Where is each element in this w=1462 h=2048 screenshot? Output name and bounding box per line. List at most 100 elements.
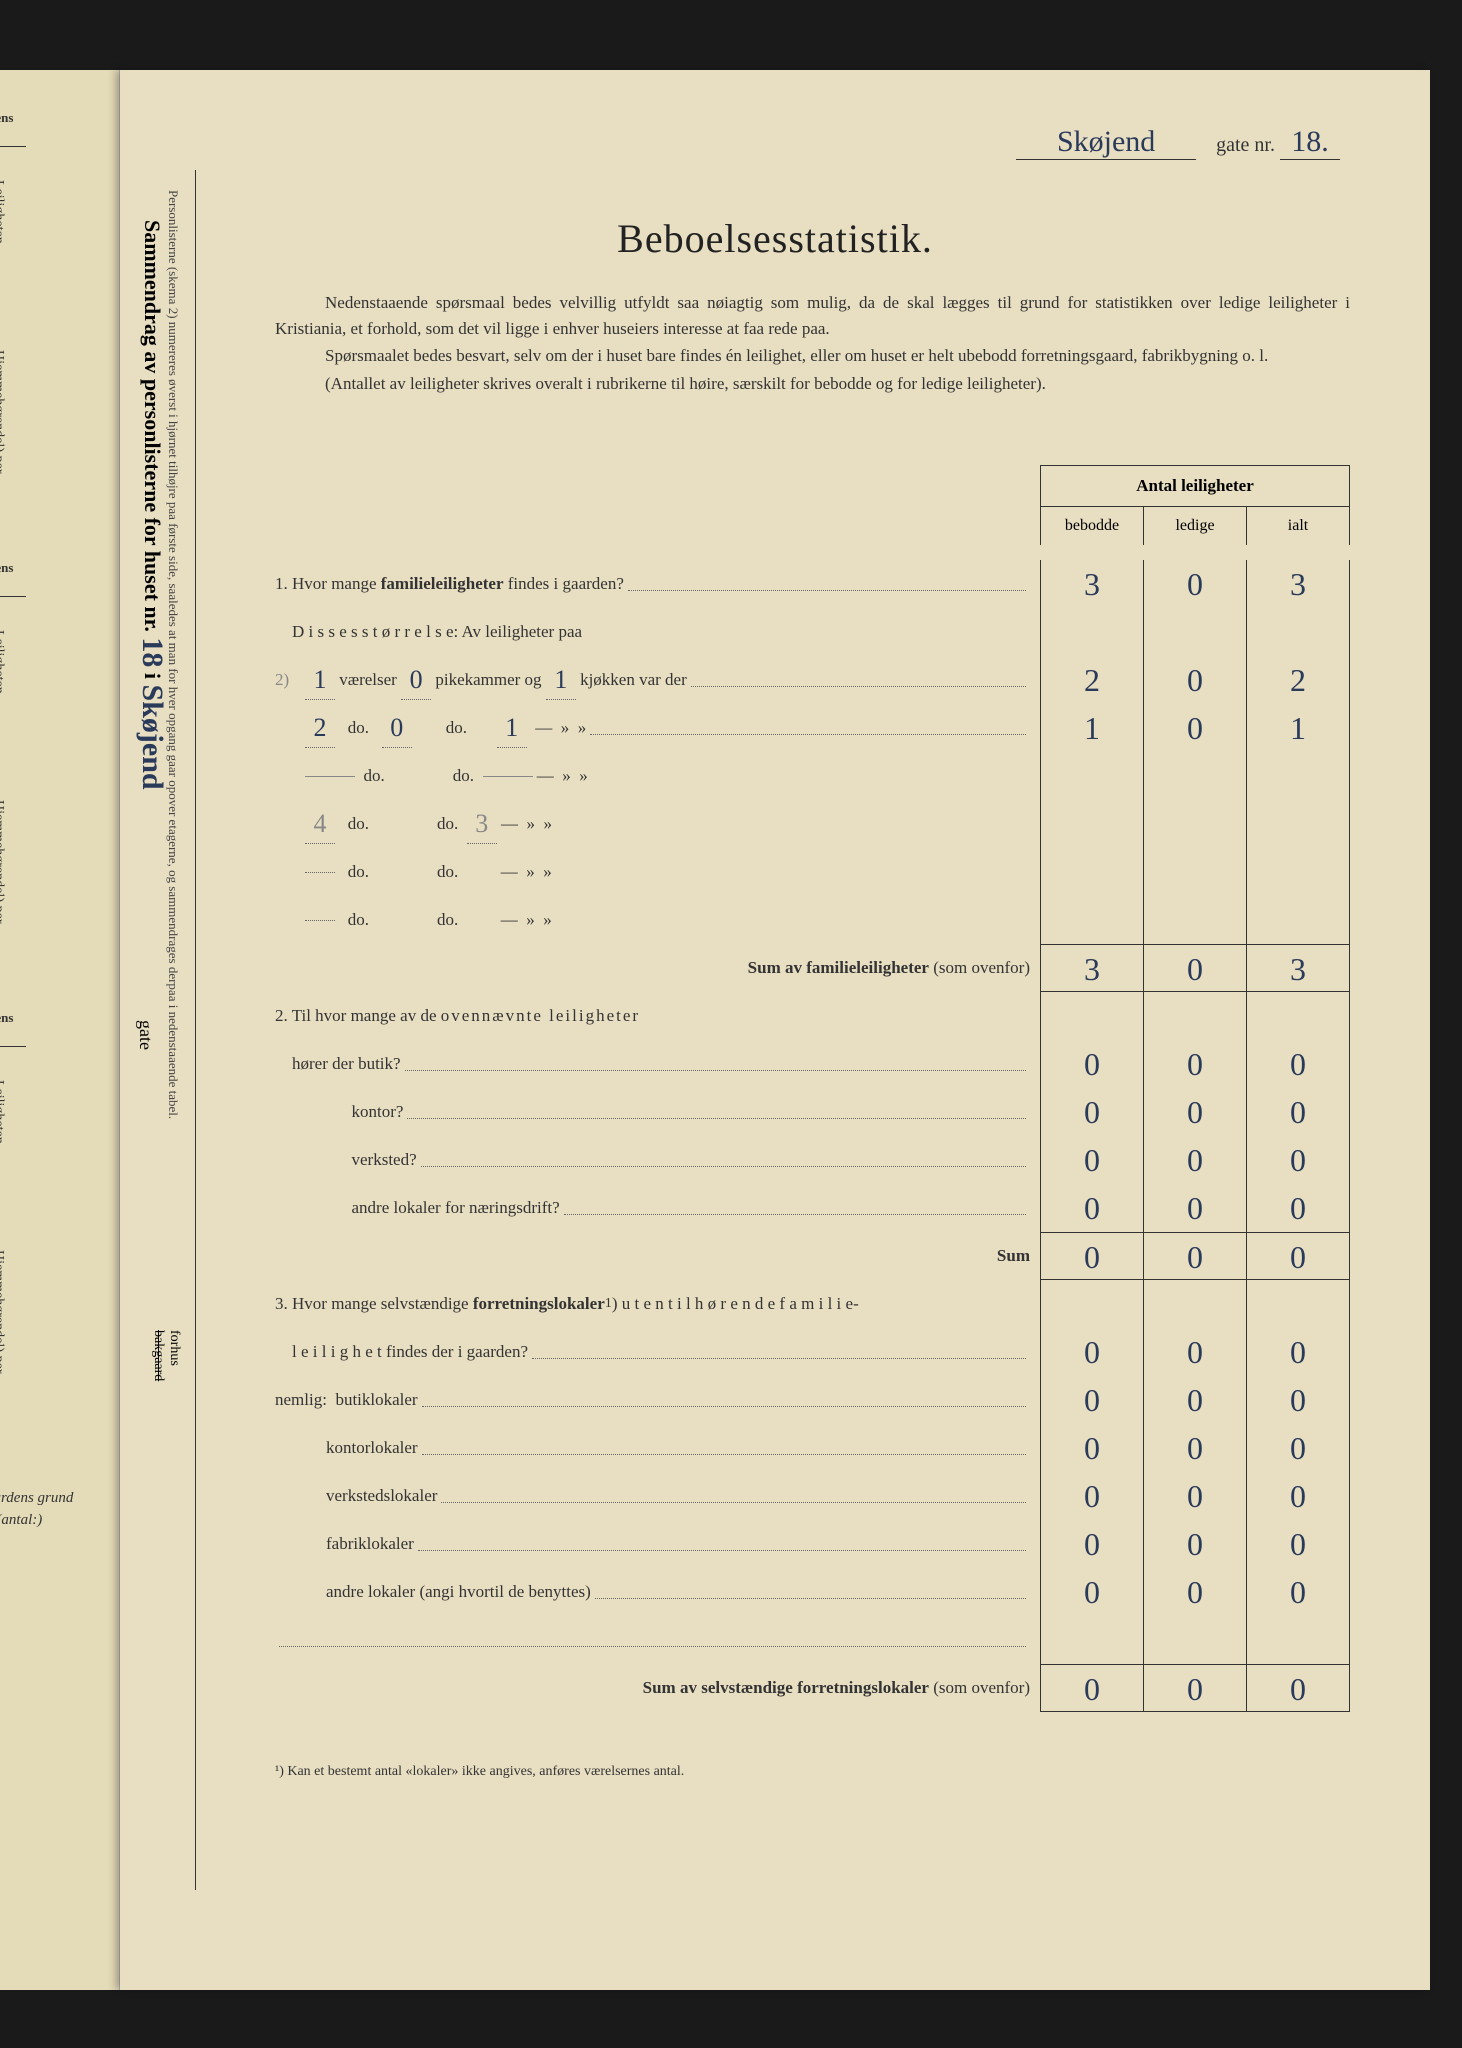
q3-bold: forretningslokaler <box>473 1291 605 1317</box>
q1-size-label: D i s s e s s t ø r r e l s e: Av leilig… <box>292 619 582 645</box>
q3-i: 0 <box>1247 1328 1349 1376</box>
q1-bold: familieleiligheter <box>381 571 504 597</box>
q3-fabrik: fabriklokaler <box>275 1520 1030 1568</box>
l2-pike: 0 <box>382 708 412 748</box>
q2r0-i: 0 <box>1247 1040 1349 1088</box>
gate-nr-label: gate nr. <box>1216 134 1275 156</box>
q3s-i: 0 <box>1247 1665 1349 1711</box>
table-body: 303 202 101 303 000 000 000 000 000 000 … <box>1040 560 1350 1712</box>
table-header-title: Antal leiligheter <box>1041 466 1349 507</box>
q2r1-i: 0 <box>1247 1088 1349 1136</box>
q1-detail-5: do. do. — » » <box>275 848 1030 896</box>
sidebar-title-text: Sammendrag av personlisterne for huset n… <box>140 220 165 632</box>
bakgaard-text: bakgaard <box>151 1330 166 1381</box>
left-hjemme-3: Hjemmehørende¹) per- <box>0 1250 6 1378</box>
q1-sum-label: Sum av familieleiligheter <box>748 955 929 981</box>
q2s-b: 0 <box>1041 1233 1144 1279</box>
l3-strike <box>305 776 355 777</box>
q3i3-b: 0 <box>1041 1520 1144 1568</box>
left-stens-3: stens <box>0 1010 13 1026</box>
left-leil-2: Leiligheten <box>0 630 6 694</box>
q2-sum-line: Sum <box>275 1232 1030 1280</box>
q3-b: 0 <box>1041 1328 1144 1376</box>
q1-detail-1: 2) 1 værelser 0 pikekammer og 1 kjøkken … <box>275 656 1030 704</box>
q3-line2: l e i l i g h e t findes der i gaarden? <box>275 1328 1030 1376</box>
q3-l: 0 <box>1144 1328 1247 1376</box>
l2-kjok: 1 <box>497 708 527 748</box>
left-leil-3: Leiligheten <box>0 1080 6 1144</box>
table-header: Antal leiligheter bebodde ledige ialt <box>1040 465 1350 545</box>
q2r2-l: 0 <box>1144 1136 1247 1184</box>
l1-pike: 0 <box>401 660 431 700</box>
header-gate-line: Skøjend gate nr. 18. <box>1016 125 1340 160</box>
do1: do. <box>348 715 369 741</box>
q3i2-i: 0 <box>1247 1472 1349 1520</box>
q2r1-l: 0 <box>1144 1088 1247 1136</box>
q1s-b: 3 <box>1041 945 1144 991</box>
q3i0-b: 0 <box>1041 1376 1144 1424</box>
q3i4-i: 0 <box>1247 1568 1349 1616</box>
sidebar-fine-print: Personlisterne (skema 2) numereres øvers… <box>165 190 181 1119</box>
l1-b: 2 <box>1041 656 1144 704</box>
l2-vaer: 2 <box>305 708 335 748</box>
q3i1-i: 0 <box>1247 1424 1349 1472</box>
forhus-text: forhus <box>167 1330 182 1366</box>
left-hjemme-1: Hjemmehørende¹) per- <box>0 350 6 478</box>
sidebar-gate: gate <box>135 1020 156 1050</box>
q2r1-b: 0 <box>1041 1088 1144 1136</box>
q2s-l: 0 <box>1144 1233 1247 1279</box>
vertical-rule <box>195 170 196 1890</box>
q2r3-i: 0 <box>1247 1184 1349 1232</box>
gaardens-text: aardens grund <box>0 1490 73 1507</box>
l1-pike-lbl: pikekammer og <box>435 667 541 693</box>
q2r0-l: 0 <box>1144 1040 1247 1088</box>
q3i2-l: 0 <box>1144 1472 1247 1520</box>
q3s-b: 0 <box>1041 1665 1144 1711</box>
antal-text: e (antal:) <box>0 1512 42 1529</box>
sidebar-gate-text: gate <box>136 1020 156 1050</box>
q1-detail-6: do. do. — » » <box>275 896 1030 944</box>
gate-nr-value: 18. <box>1280 125 1340 160</box>
left-hjemme-2: Hjemmehørende¹) per- <box>0 800 6 928</box>
q2-label: 2. Til hvor mange av de <box>275 1003 437 1029</box>
q2s-i: 0 <box>1247 1233 1349 1279</box>
q1-line: 1. Hvor mange familieleiligheter findes … <box>275 560 1030 608</box>
left-page-strip: stens er. Leiligheten Hjemmehørende¹) pe… <box>0 70 120 1990</box>
q1s-i: 3 <box>1247 945 1349 991</box>
l1-i: 2 <box>1247 656 1349 704</box>
q2-andre: andre lokaler for næringsdrift? <box>275 1184 1030 1232</box>
l2-i: 1 <box>1247 704 1349 752</box>
q1-size-line: D i s s e s s t ø r r e l s e: Av leilig… <box>275 608 1030 656</box>
q1-i: 3 <box>1247 560 1349 608</box>
q2-kontor: kontor? <box>275 1088 1030 1136</box>
l1-kjok-lbl: kjøkken var der <box>580 667 687 693</box>
l2-b: 1 <box>1041 704 1144 752</box>
q3-verksted: verkstedslokaler <box>275 1472 1030 1520</box>
footnote: ¹) Kan et bestemt antal «lokaler» ikke a… <box>275 1764 684 1780</box>
q3s-l: 0 <box>1144 1665 1247 1711</box>
q3-rest2: l e i l i g h e t findes der i gaarden? <box>292 1339 528 1365</box>
left-er-2: er. <box>0 580 26 597</box>
q2-line: 2. Til hvor mange av de ovennævnte leili… <box>275 992 1030 1040</box>
intro-p1: Nedenstaaende spørsmaal bedes velvillig … <box>275 290 1350 341</box>
left-stens-2: stens <box>0 560 13 576</box>
q1-rest: findes i gaarden? <box>508 571 624 597</box>
header-street: Skøjend <box>1016 125 1196 160</box>
l4-kjok: 3 <box>467 804 497 844</box>
q3-line1: 3. Hvor mange selvstændige forretningslo… <box>275 1280 1030 1328</box>
content-body: 1. Hvor mange familieleiligheter findes … <box>275 560 1030 1712</box>
left-er-1: er. <box>0 130 26 147</box>
q3-sum-note: (som ovenfor) <box>933 1675 1030 1701</box>
q1-b: 3 <box>1041 560 1144 608</box>
q3i0-l: 0 <box>1144 1376 1247 1424</box>
q2r0-b: 0 <box>1041 1040 1144 1088</box>
q3i3-l: 0 <box>1144 1520 1247 1568</box>
sidebar-i: i <box>140 673 165 679</box>
q2r3-b: 0 <box>1041 1184 1144 1232</box>
q1-detail-4: 4 do. do. 3 — » » <box>275 800 1030 848</box>
q2r2-b: 0 <box>1041 1136 1144 1184</box>
col-ialt: ialt <box>1247 507 1349 545</box>
q1-detail-2: 2 do. 0 do. 1 — » » <box>275 704 1030 752</box>
q1-detail-3: do. do. — » » <box>275 752 1030 800</box>
q3-nemlig-butik: nemlig: butiklokaler <box>275 1376 1030 1424</box>
